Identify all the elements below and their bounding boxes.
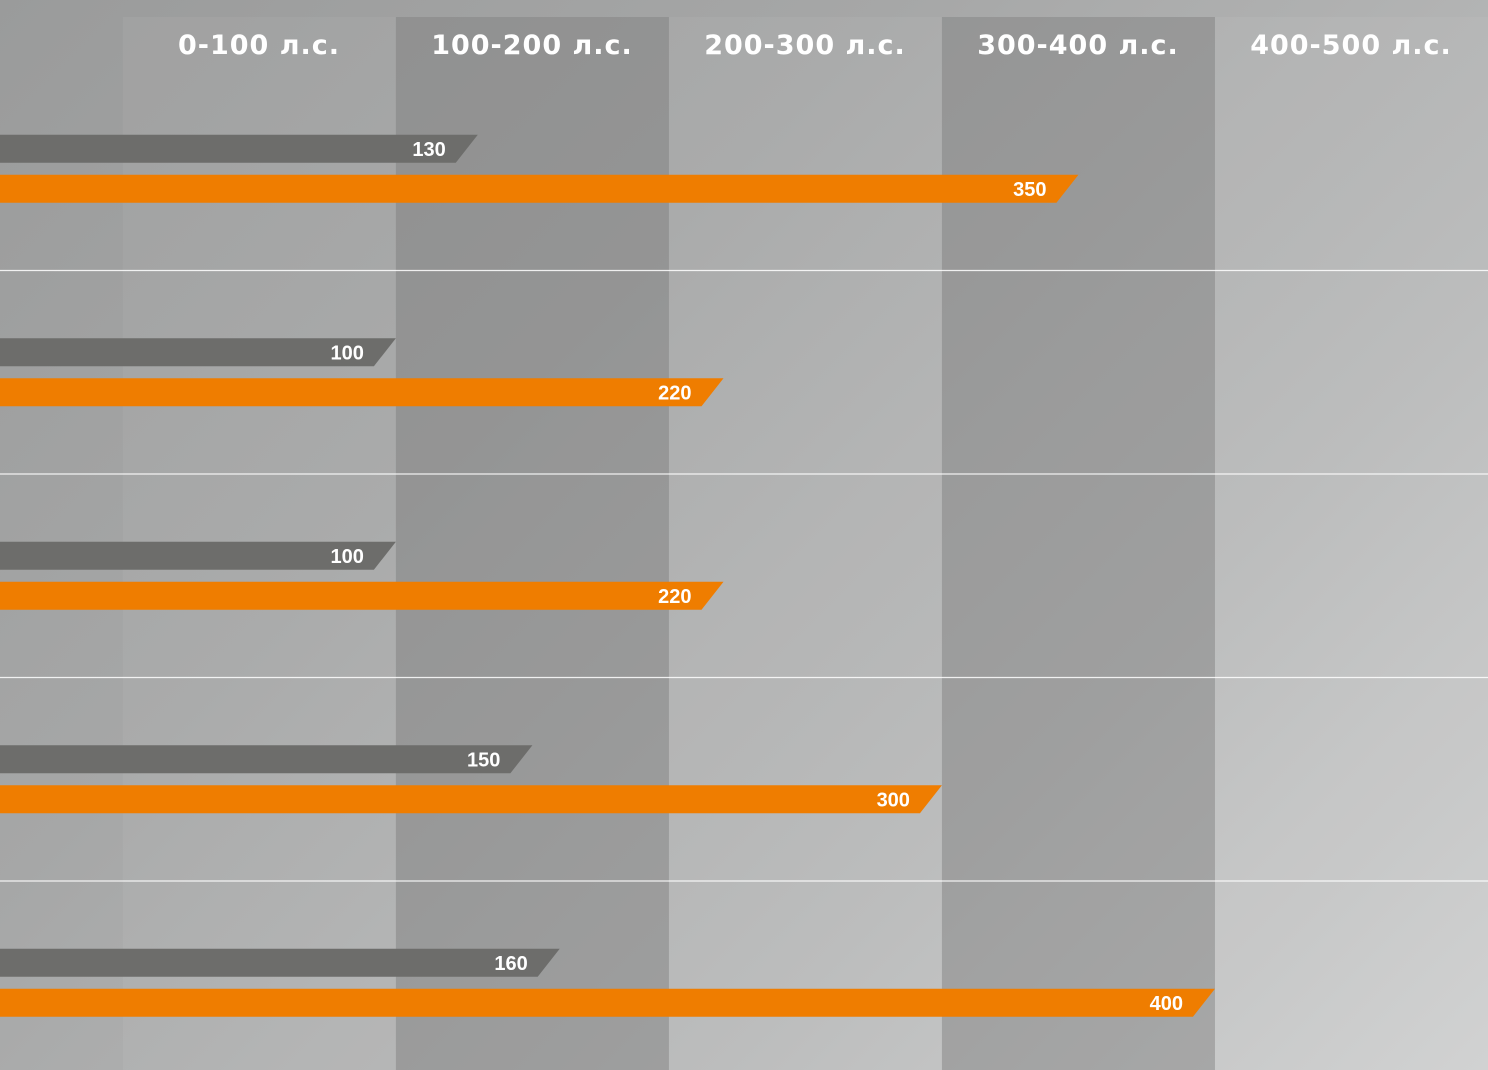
column-header: 300-400 л.с. <box>977 30 1179 61</box>
column-header: 100-200 л.с. <box>431 30 633 61</box>
bar-series-2 <box>0 988 1215 1017</box>
bar-value-label: 400 <box>1150 993 1183 1015</box>
bars <box>0 134 1215 1017</box>
bar-series-1 <box>0 338 396 367</box>
bar-series-2 <box>0 378 724 407</box>
bar-series-1 <box>0 745 533 774</box>
bar-value-label: 220 <box>658 382 691 404</box>
column-header: 200-300 л.с. <box>704 30 906 61</box>
bar-value-label: 350 <box>1013 179 1046 201</box>
column-header: 400-500 л.с. <box>1250 30 1452 61</box>
bar-value-label: 150 <box>467 749 500 771</box>
bar-value-label: 130 <box>412 139 445 161</box>
bar-series-1 <box>0 541 396 570</box>
bar-value-label: 160 <box>494 953 527 975</box>
bar-value-label: 220 <box>658 586 691 608</box>
bar-series-2 <box>0 785 942 814</box>
bar-value-labels: 130 350 100 220 100 220 150 300 160 400 <box>331 139 1183 1015</box>
bar-value-label: 100 <box>331 546 364 568</box>
bar-value-label: 300 <box>877 789 910 811</box>
row-dividers <box>0 269 1488 882</box>
bar-value-label: 100 <box>331 342 364 364</box>
bar-series-2 <box>0 174 1079 203</box>
column-band <box>1214 17 1488 1070</box>
bar-series-2 <box>0 581 724 610</box>
bar-series-1 <box>0 948 560 977</box>
column-header: 0-100 л.с. <box>177 30 341 61</box>
bar-series-1 <box>0 134 478 163</box>
